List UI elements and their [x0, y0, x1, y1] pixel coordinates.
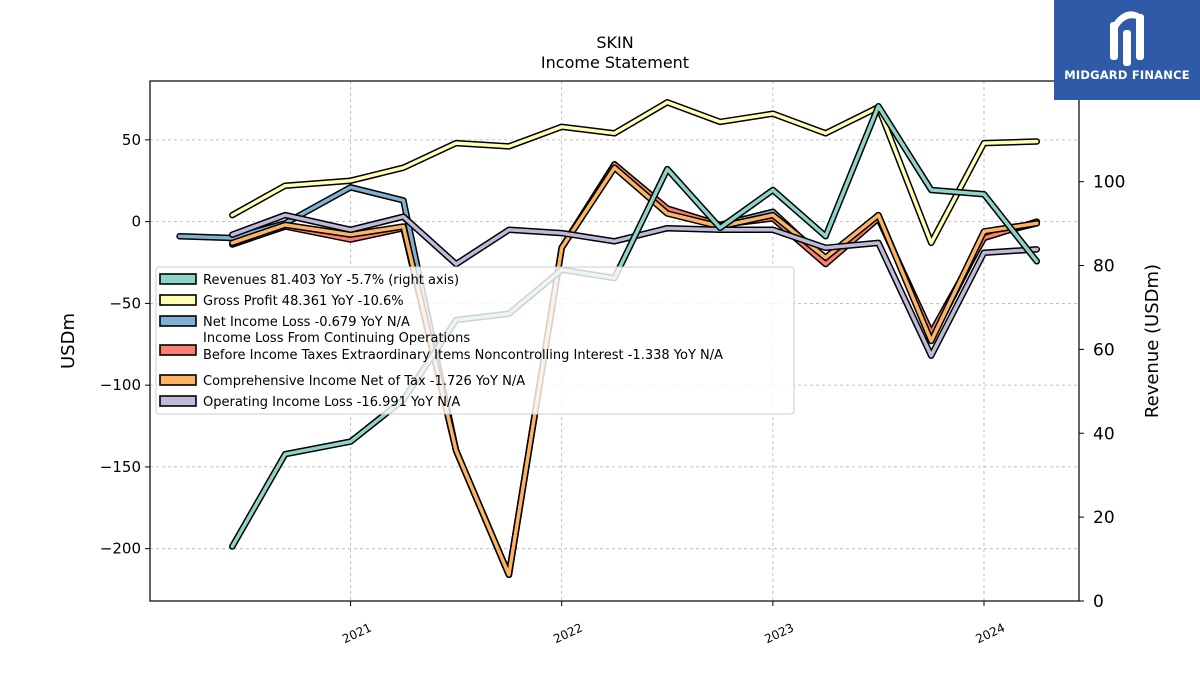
legend-label: Net Income Loss -0.679 YoY N/A [203, 315, 410, 330]
legend-swatch [159, 315, 197, 327]
legend-swatch [159, 374, 197, 386]
series-line [230, 213, 1039, 358]
legend-swatch [159, 395, 197, 407]
plot-frame [149, 80, 1080, 602]
brand-name: MIDGARD FINANCE [1064, 68, 1190, 82]
y-tick-label: −150 [100, 458, 141, 476]
y-tick-label: −100 [100, 376, 141, 394]
y2-axis-label: Revenue (USDm) [1142, 264, 1163, 418]
y-tick-label: 0 [131, 213, 141, 231]
y-axis-label: USDm [58, 313, 79, 369]
legend-label: Gross Profit 48.361 YoY -10.6% [203, 294, 404, 309]
legend-label: Before Income Taxes Extraordinary Items … [203, 348, 723, 363]
x-tick-label: 2022 [551, 621, 585, 647]
y2-tick-label: 0 [1093, 592, 1104, 612]
x-tick-label: 2021 [340, 621, 374, 647]
series-line [230, 100, 1039, 245]
legend-label: Operating Income Loss -16.991 YoY N/A [203, 395, 460, 410]
y2-tick-label: 100 [1093, 173, 1125, 193]
brand-logo: MIDGARD FINANCE [1054, 0, 1200, 100]
chart-title: SKIN [596, 33, 634, 52]
x-tick-label: 2024 [973, 621, 1007, 647]
y2-tick-label: 80 [1093, 257, 1115, 277]
legend-label: Income Loss From Continuing Operations [203, 331, 470, 346]
legend-label: Revenues 81.403 YoY -5.7% (right axis) [203, 273, 459, 288]
legend-box [155, 266, 795, 415]
legend-label: Comprehensive Income Net of Tax -1.726 Y… [203, 374, 525, 389]
y2-tick-label: 20 [1093, 508, 1115, 528]
y2-tick-label: 60 [1093, 340, 1115, 360]
x-tick-label: 2023 [762, 621, 796, 647]
y-tick-label: 50 [122, 131, 141, 149]
series-line [230, 104, 1039, 549]
legend-swatch [159, 273, 197, 285]
legend: Revenues 81.403 YoY -5.7% (right axis) Gr… [155, 266, 795, 415]
y2-tick-label: 40 [1093, 424, 1115, 444]
midgard-logo-icon [1110, 11, 1144, 66]
legend-swatch [159, 294, 197, 306]
legend-swatch [159, 344, 197, 356]
y-tick-label: −50 [109, 294, 141, 312]
y-tick-label: −200 [100, 540, 141, 558]
series-line [230, 165, 1039, 577]
chart-subtitle: Income Statement [540, 53, 690, 72]
